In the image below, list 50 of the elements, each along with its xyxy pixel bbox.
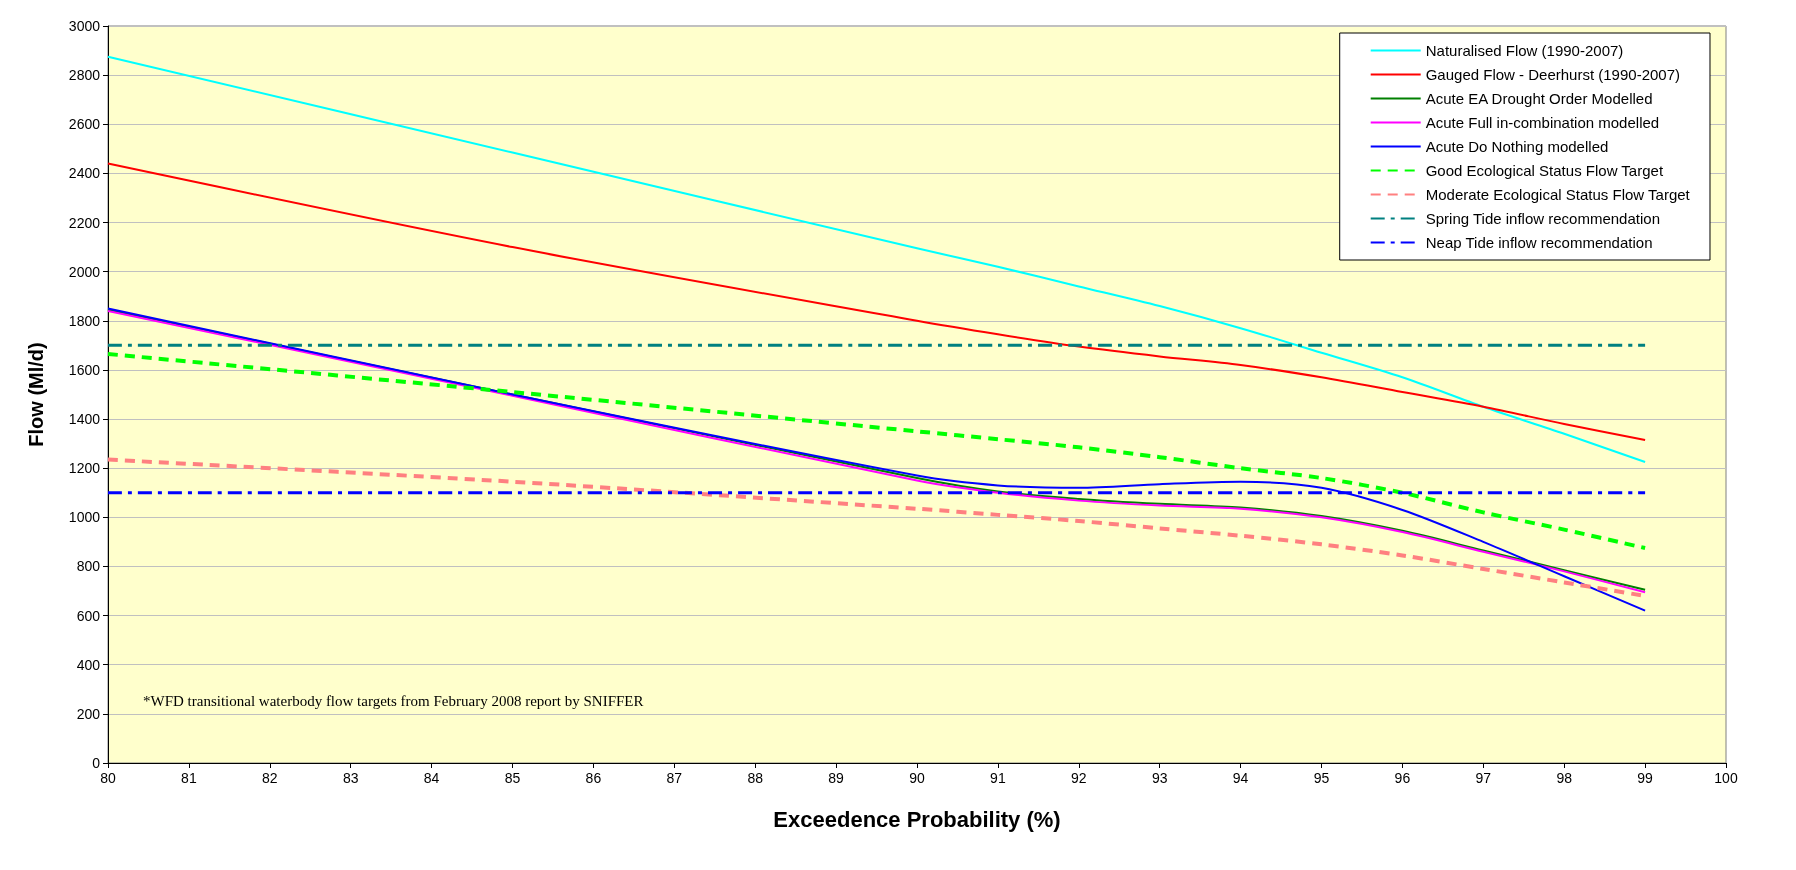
y-tick-label: 2600 <box>68 116 101 133</box>
x-tick-label: 97 <box>1475 770 1492 786</box>
x-tick-label: 85 <box>504 770 521 786</box>
x-tick-label: 84 <box>423 770 440 786</box>
x-tick-label: 90 <box>909 770 925 786</box>
legend-label: Spring Tide inflow recommendation <box>1425 210 1660 227</box>
y-axis-title: Flow (Ml/d) <box>25 342 47 447</box>
x-tick-label: 100 <box>1714 770 1738 786</box>
legend-label: Acute Do Nothing modelled <box>1425 138 1609 155</box>
x-tick-label: 96 <box>1394 770 1411 786</box>
legend-label: Good Ecological Status Flow Target <box>1425 162 1664 179</box>
y-tick-label: 1600 <box>68 361 101 378</box>
x-tick-label: 80 <box>100 770 116 786</box>
legend-label: Neap Tide inflow recommendation <box>1425 234 1653 251</box>
y-tick-label: 2200 <box>68 214 101 231</box>
legend-label: Acute Full in-combination modelled <box>1425 114 1660 131</box>
x-tick-label: 92 <box>1071 770 1087 786</box>
y-tick-label: 800 <box>76 558 101 575</box>
y-tick-label: 600 <box>76 607 101 624</box>
y-tick-label: 2000 <box>68 263 101 280</box>
x-tick-label: 81 <box>181 770 197 786</box>
y-tick-label: 1400 <box>68 411 101 428</box>
x-tick-label: 94 <box>1232 770 1249 786</box>
y-tick-label: 200 <box>76 705 101 722</box>
line-series <box>106 351 1648 551</box>
x-tick-label: 89 <box>828 770 845 786</box>
x-tick-label: 82 <box>262 770 278 786</box>
x-tick-label: 98 <box>1556 770 1573 786</box>
y-tick-label: 1000 <box>68 509 101 526</box>
y-tick-label: 2800 <box>68 67 101 84</box>
legend-label: Naturalised Flow (1990-2007) <box>1425 42 1624 59</box>
x-tick-label: 95 <box>1313 770 1330 786</box>
x-tick-label: 99 <box>1637 770 1654 786</box>
x-tick-label: 91 <box>990 770 1006 786</box>
x-axis-title: Exceedence Probability (%) <box>773 806 1061 832</box>
legend-label: Gauged Flow - Deerhurst (1990-2007) <box>1425 66 1681 83</box>
y-tick-label: 2400 <box>68 165 101 182</box>
y-tick-label: 400 <box>76 656 101 673</box>
annotation: *WFD transitional waterbody flow targets from February 2008 report by SNIFFER <box>143 692 644 709</box>
x-tick-label: 88 <box>747 770 764 786</box>
y-tick-label: 1800 <box>68 312 101 329</box>
y-tick-label: 3000 <box>68 18 101 34</box>
y-tick-label: 0 <box>92 755 101 771</box>
x-tick-label: 93 <box>1151 770 1168 786</box>
legend-label: Acute EA Drought Order Modelled <box>1425 90 1653 107</box>
x-tick-label: 87 <box>666 770 683 786</box>
x-tick-label: 83 <box>342 770 359 786</box>
legend-label: Moderate Ecological Status Flow Target <box>1425 186 1691 203</box>
x-tick-label: 86 <box>585 770 602 786</box>
y-tick-label: 1200 <box>68 460 101 477</box>
